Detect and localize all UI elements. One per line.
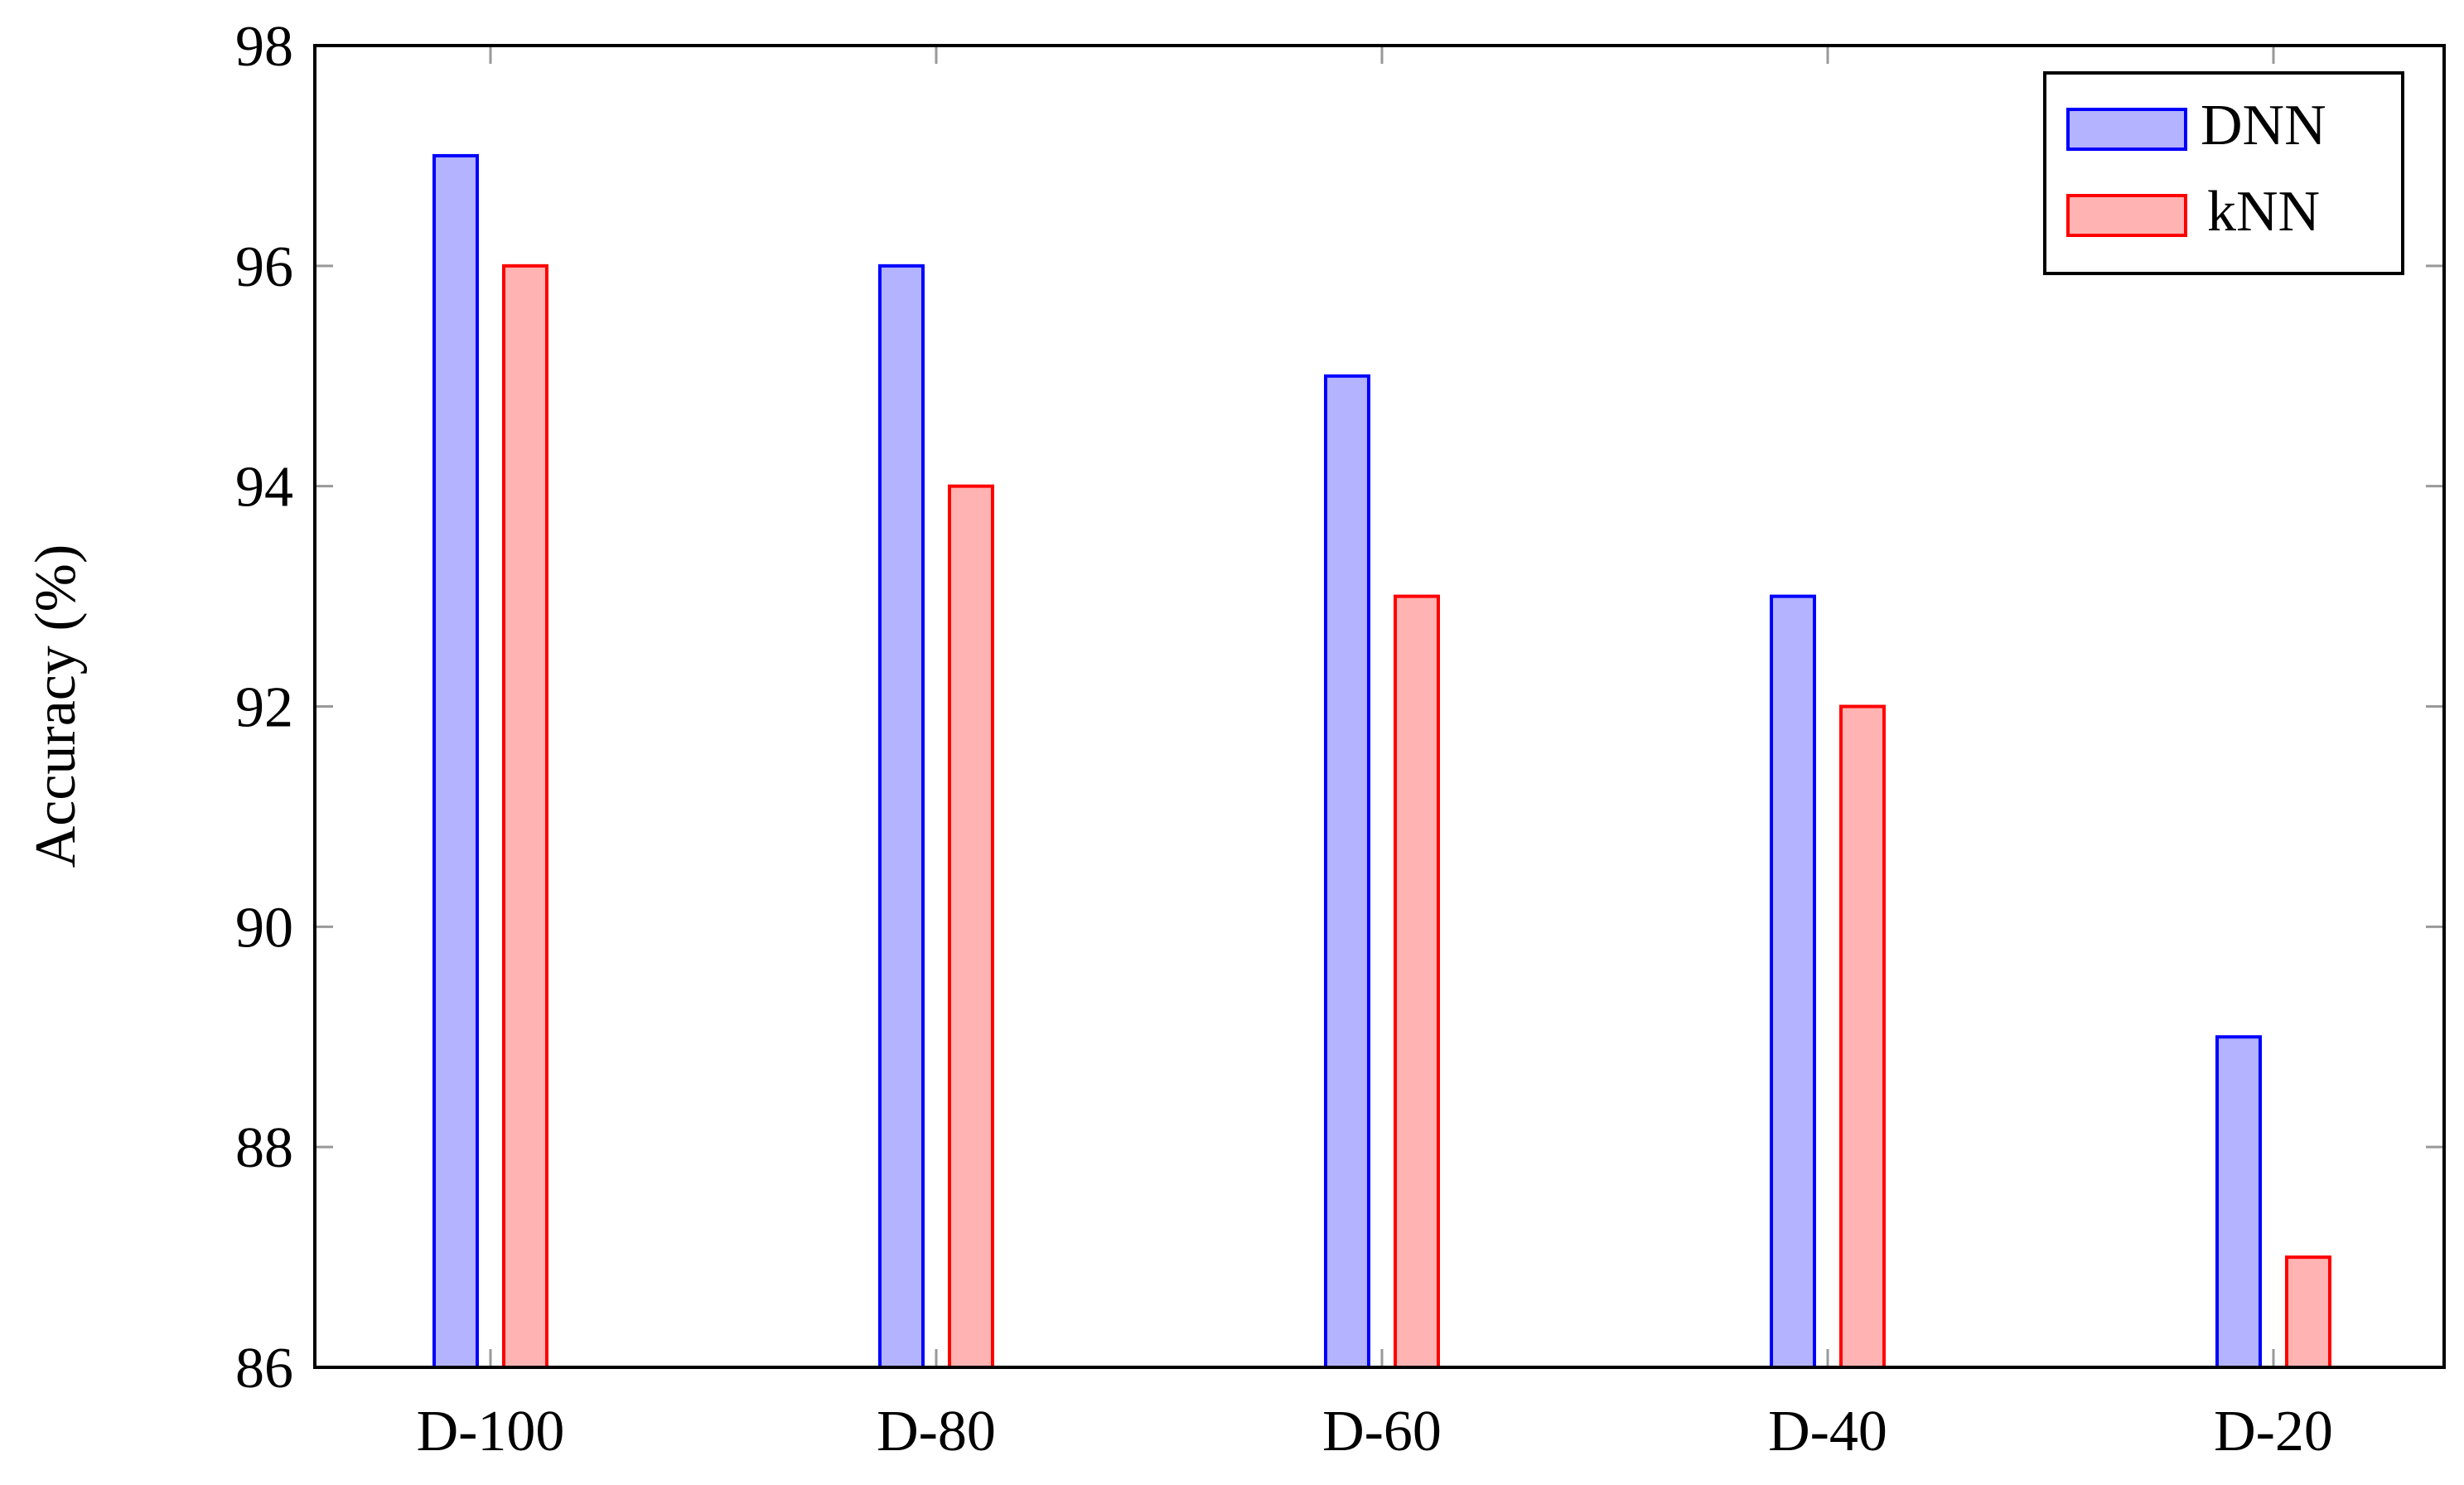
legend-label-dnn: DNN [2201,94,2326,157]
y-tick-label: 90 [235,896,293,960]
bar-knn-d-60 [1394,594,1440,1369]
y-tick-labels: 86 88 90 92 94 96 98 [235,15,293,1400]
y-tick-label: 88 [235,1116,293,1180]
legend-label-knn: kNN [2207,180,2320,244]
x-tick-label: D-60 [1322,1400,1442,1463]
y-tick-label: 94 [235,456,293,520]
bar-dnn-d-20 [2215,1035,2262,1369]
y-tick-label: 86 [235,1337,293,1400]
bar-dnn-d-60 [1324,374,1370,1369]
y-tick-label: 92 [235,676,293,740]
legend-box [2043,71,2404,275]
bar-dnn-d-80 [878,264,925,1369]
x-tick-labels: D-100 D-80 D-60 D-40 D-20 [417,1400,2333,1463]
legend-swatch-dnn [2066,108,2187,151]
bar-knn-d-80 [948,484,994,1370]
y-tick-label: 96 [235,235,293,299]
y-axis-label: Accuracy (%) [24,544,88,868]
bars-layer [432,153,2331,1370]
bar-knn-d-100 [502,264,548,1369]
bar-dnn-d-100 [432,153,479,1370]
plot-frame [313,44,2446,1369]
x-tick-label: D-100 [417,1400,565,1463]
legend: DNN kNN [2043,71,2404,275]
bar-dnn-d-40 [1770,594,1816,1369]
bar-knn-d-20 [2285,1255,2331,1370]
x-tick-label: D-40 [1768,1400,1887,1463]
x-tick-label: D-80 [877,1400,996,1463]
legend-swatch-knn [2066,194,2187,237]
x-tick-label: D-20 [2214,1400,2333,1463]
bar-knn-d-40 [1839,704,1886,1369]
y-tick-label: 98 [235,15,293,79]
